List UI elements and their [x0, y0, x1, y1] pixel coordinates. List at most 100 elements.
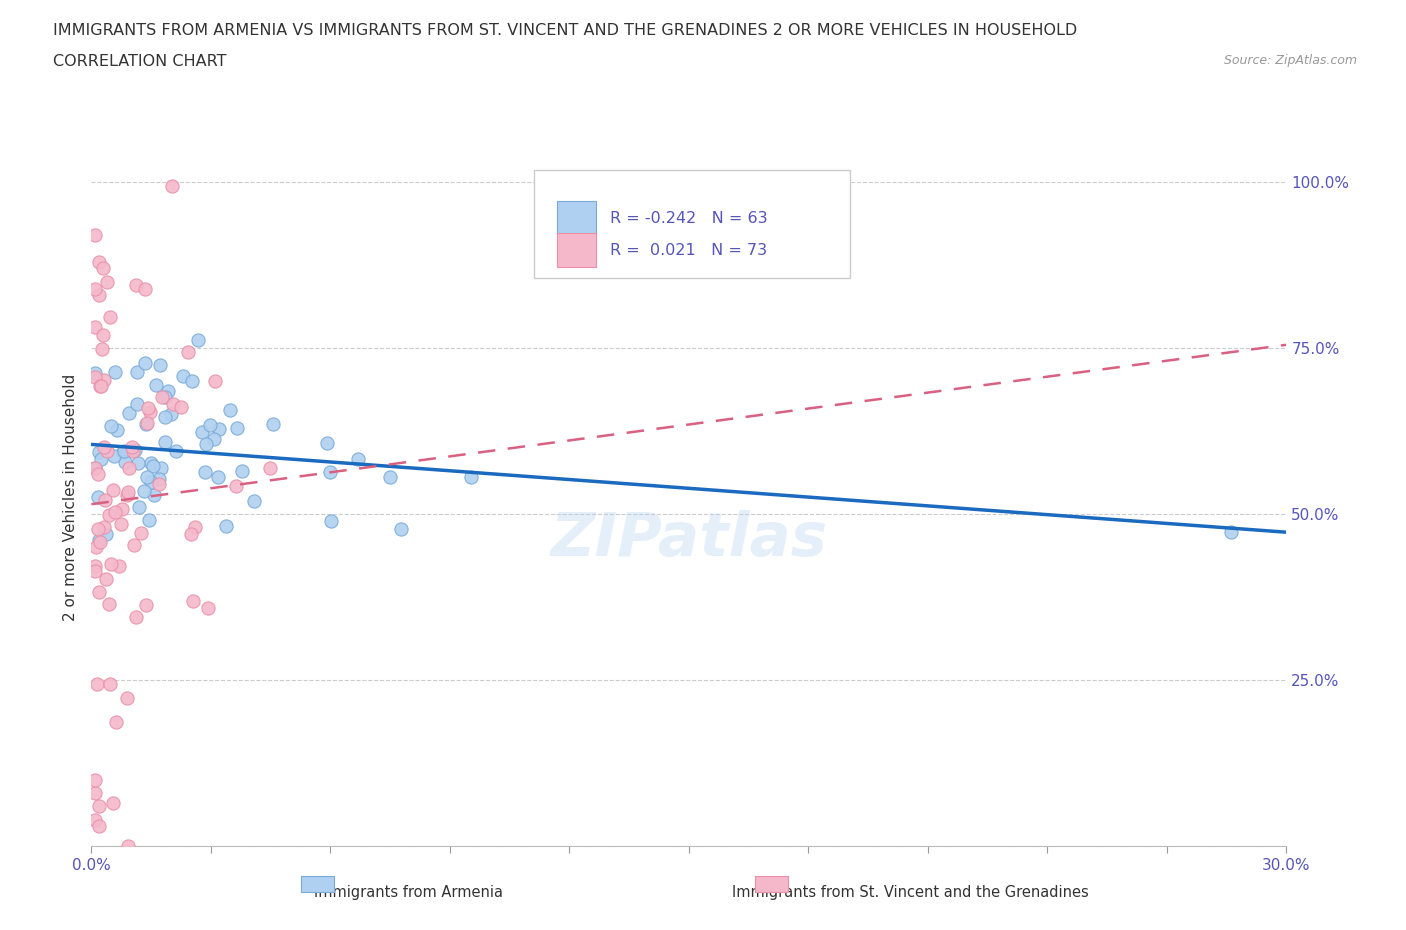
Text: CORRELATION CHART: CORRELATION CHART — [53, 54, 226, 69]
Point — [101, 483, 124, 498]
Point — [84, 773, 107, 788]
Point — [160, 179, 183, 193]
Point — [135, 470, 157, 485]
Point — [84, 539, 107, 554]
Point — [135, 598, 157, 613]
Point — [259, 460, 281, 475]
Point — [104, 715, 127, 730]
Point — [89, 254, 111, 269]
Point — [143, 487, 166, 502]
Point — [104, 365, 127, 379]
Point — [93, 261, 115, 276]
Point — [100, 418, 122, 433]
FancyBboxPatch shape — [558, 202, 596, 235]
Point — [129, 525, 152, 540]
Point — [89, 535, 111, 550]
Point — [127, 397, 149, 412]
Point — [180, 373, 202, 388]
Point — [114, 455, 136, 470]
Point — [87, 467, 110, 482]
FancyBboxPatch shape — [534, 170, 851, 278]
Point — [148, 472, 170, 486]
Point — [90, 379, 112, 393]
Text: Immigrants from St. Vincent and the Grenadines: Immigrants from St. Vincent and the Gren… — [731, 884, 1088, 899]
Point — [84, 460, 107, 475]
Point — [104, 505, 127, 520]
Point — [378, 470, 401, 485]
Point — [460, 470, 482, 485]
Point — [107, 422, 129, 437]
Point — [93, 520, 115, 535]
Point — [153, 434, 176, 449]
Point — [117, 839, 139, 854]
Point — [194, 464, 217, 479]
Point — [389, 521, 412, 536]
Point — [89, 819, 111, 834]
Point — [319, 464, 342, 479]
Point — [84, 370, 107, 385]
Point — [103, 448, 125, 463]
Text: R =  0.021   N = 73: R = 0.021 N = 73 — [610, 243, 768, 258]
Point — [159, 406, 181, 421]
Point — [218, 403, 240, 418]
Point — [118, 406, 141, 421]
Point — [98, 508, 121, 523]
Point — [121, 440, 143, 455]
FancyBboxPatch shape — [558, 233, 596, 267]
Point — [207, 470, 229, 485]
Point — [138, 512, 160, 527]
Point — [103, 795, 125, 810]
Point — [94, 493, 117, 508]
Point — [127, 456, 149, 471]
Point — [170, 400, 193, 415]
Point — [157, 383, 180, 398]
Point — [117, 691, 139, 706]
Point — [135, 417, 157, 432]
Point — [97, 597, 120, 612]
Point — [112, 443, 135, 458]
Point — [141, 475, 163, 490]
Point — [98, 310, 121, 325]
Point — [89, 445, 111, 459]
Point — [118, 460, 141, 475]
Point — [187, 332, 209, 347]
Point — [87, 522, 110, 537]
Point — [153, 410, 176, 425]
Point — [138, 401, 160, 416]
Point — [93, 440, 115, 455]
FancyBboxPatch shape — [301, 876, 335, 892]
Point — [96, 274, 118, 289]
Point — [84, 563, 107, 578]
Point — [84, 786, 107, 801]
Point — [124, 443, 146, 458]
Point — [134, 355, 156, 370]
Point — [111, 445, 134, 459]
Point — [94, 572, 117, 587]
Point — [86, 677, 108, 692]
Point — [162, 396, 184, 411]
Text: ZIPatlas: ZIPatlas — [550, 510, 828, 569]
Point — [155, 390, 177, 405]
Point — [84, 558, 107, 573]
Point — [316, 435, 339, 450]
Point — [110, 516, 132, 531]
Point — [117, 487, 139, 502]
Point — [150, 390, 173, 405]
Point — [90, 452, 112, 467]
Point — [84, 812, 107, 827]
Point — [319, 513, 342, 528]
Point — [117, 485, 139, 499]
Point — [84, 365, 107, 380]
Point — [125, 610, 148, 625]
Point — [128, 500, 150, 515]
Point — [198, 418, 221, 432]
Point — [100, 556, 122, 571]
Point — [225, 479, 247, 494]
Point — [87, 533, 110, 548]
Point — [91, 341, 114, 356]
Point — [125, 365, 148, 379]
Point — [139, 405, 162, 419]
Point — [262, 417, 284, 432]
Y-axis label: 2 or more Vehicles in Household: 2 or more Vehicles in Household — [63, 374, 79, 621]
Point — [84, 228, 107, 243]
